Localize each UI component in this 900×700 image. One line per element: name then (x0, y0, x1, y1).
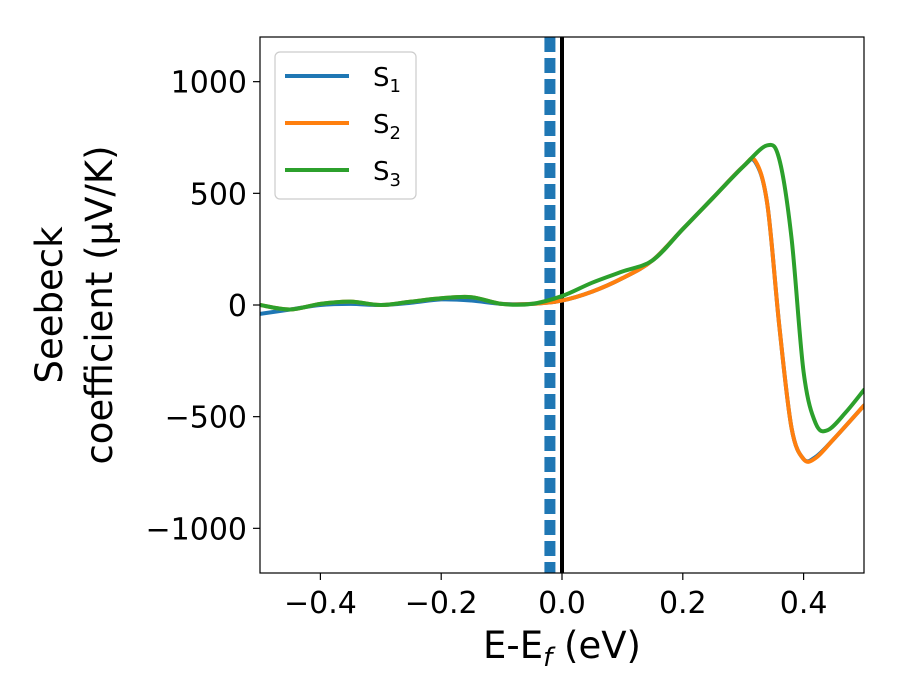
y-axis-label-line2: coefficient (μV/K) (78, 145, 121, 464)
y-tick-label: 0 (228, 289, 247, 324)
x-axis-label: E-Ef (eV) (483, 624, 641, 673)
legend-label: S1 (373, 63, 401, 97)
y-tick-label: −500 (165, 401, 247, 436)
y-tick-label: 1000 (171, 66, 247, 101)
legend-box (274, 51, 417, 200)
y-tick-label: −1000 (146, 512, 247, 547)
x-axis-label-unit: (eV) (552, 624, 641, 667)
x-tick-label: −0.4 (284, 586, 357, 621)
plot-area (259, 36, 865, 574)
x-tick-label: 0.4 (780, 586, 828, 621)
series-lines (260, 142, 864, 464)
x-tick-label: 0.2 (659, 586, 707, 621)
legend: S1 S2 S3 (274, 51, 417, 200)
y-axis-ticks: −1000 −500 0 500 1000 (146, 66, 260, 547)
legend-label: S2 (373, 110, 401, 144)
x-axis-ticks: −0.4 −0.2 0.0 0.2 0.4 (284, 573, 827, 621)
x-tick-label: 0.0 (538, 586, 586, 621)
x-tick-label: −0.2 (405, 586, 478, 621)
legend-label: S3 (373, 157, 401, 191)
y-axis-label-line1: Seebeck (28, 226, 71, 384)
series-line-s3 (260, 142, 864, 434)
vertical-reference-lines (544, 37, 564, 573)
y-tick-label: 500 (190, 177, 247, 212)
